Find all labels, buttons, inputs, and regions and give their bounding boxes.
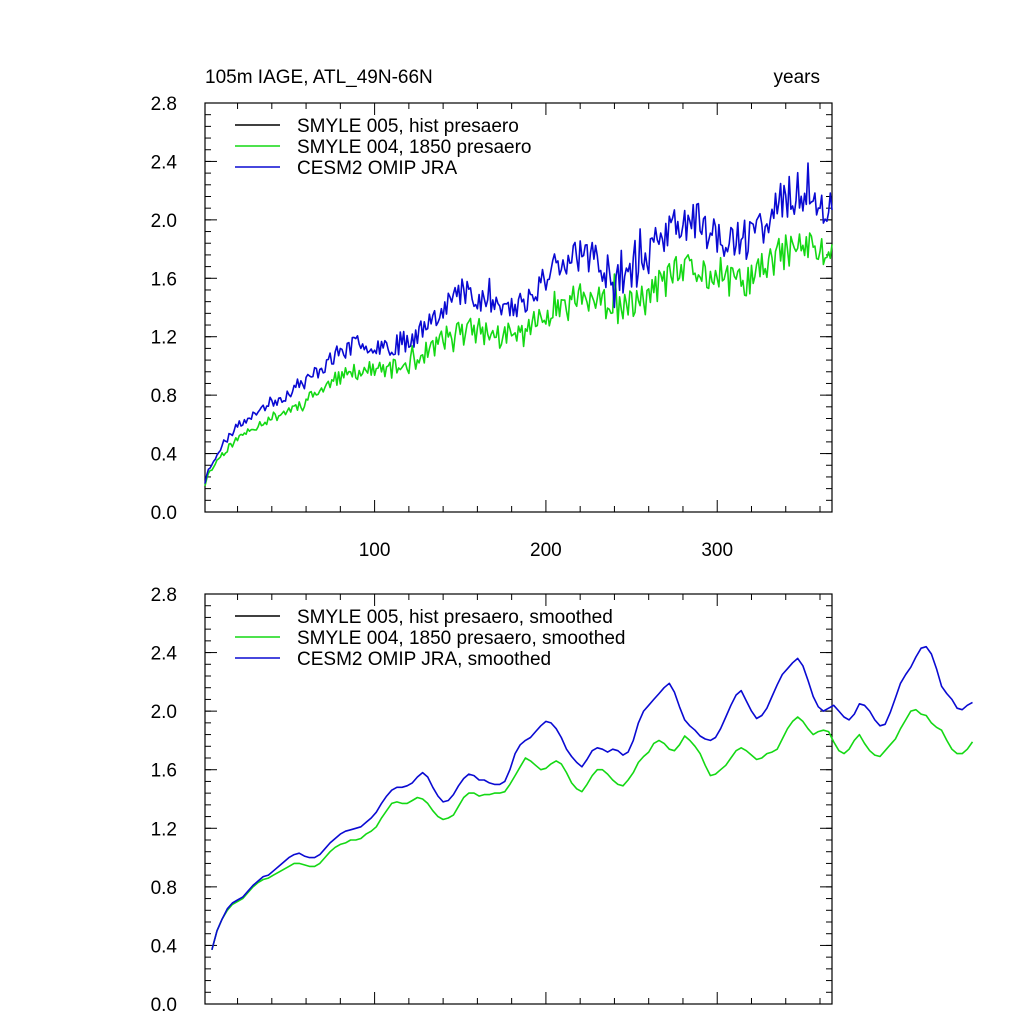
y-tick-label: 2.8	[151, 94, 177, 115]
legend-label: SMYLE 004, 1850 presaero	[297, 137, 532, 158]
plot-frame	[204, 593, 833, 1005]
series-line-2	[204, 162, 833, 484]
legend-label: CESM2 OMIP JRA	[297, 158, 457, 179]
units-label: years	[774, 67, 820, 88]
plot-frame	[204, 102, 833, 513]
y-tick-label: 0.0	[151, 503, 177, 524]
series-line-1	[204, 232, 833, 487]
top-panel: 0.0 0.4 0.8 1.2 1.6 2.0 2.4 2.8 100 200 300 SMYLE 0…	[151, 94, 833, 561]
x-tick-label: 300	[701, 540, 733, 561]
plot-title: 105m IAGE, ATL_49N-66N	[205, 67, 433, 88]
y-tick-label: 2.0	[151, 702, 177, 723]
y-tick-label: 1.2	[151, 328, 177, 349]
y-tick-label: 2.4	[151, 152, 178, 173]
legend-label: CESM2 OMIP JRA, smoothed	[297, 649, 551, 670]
y-tick-label: 0.8	[151, 878, 177, 899]
x-tick-label: 100	[359, 540, 391, 561]
y-tick-label: 2.8	[151, 585, 177, 606]
series-line-2	[211, 645, 973, 951]
bottom-panel: 0.0 0.4 0.8 1.2 1.6 2.0 2.4 2.8 SMYLE 005, hist …	[151, 585, 974, 1016]
y-tick-label: 1.6	[151, 761, 177, 782]
legend-label: SMYLE 004, 1850 presaero, smoothed	[297, 628, 625, 649]
y-tick-label: 1.6	[151, 269, 177, 290]
y-tick-label: 1.2	[151, 819, 177, 840]
legend-label: SMYLE 005, hist presaero, smoothed	[297, 607, 613, 628]
series-line-1	[211, 708, 974, 951]
y-tick-label: 2.4	[151, 644, 178, 665]
x-tick-label: 200	[530, 540, 562, 561]
y-tick-label: 0.8	[151, 386, 177, 407]
y-tick-label: 0.0	[151, 995, 177, 1016]
y-tick-label: 0.4	[151, 936, 178, 957]
y-tick-label: 0.4	[151, 445, 178, 466]
y-tick-label: 2.0	[151, 211, 177, 232]
legend-label: SMYLE 005, hist presaero	[297, 116, 519, 137]
